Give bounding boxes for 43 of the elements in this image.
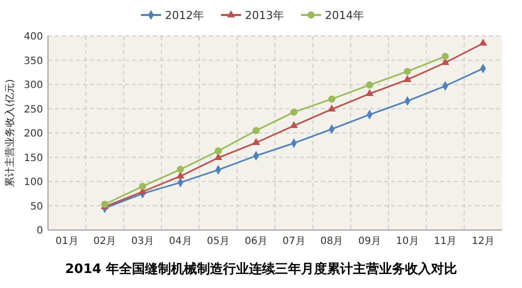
y-tick-label: 50 <box>30 201 43 212</box>
y-tick-label: 350 <box>24 56 43 67</box>
x-tick-label: 02月 <box>93 236 116 247</box>
point <box>214 153 222 160</box>
legend-label: 2014年 <box>325 8 364 22</box>
x-tick-label: 10月 <box>396 236 419 247</box>
point <box>139 182 146 190</box>
point <box>328 104 336 112</box>
x-tick-label: 06月 <box>244 236 268 247</box>
point <box>404 68 411 75</box>
y-axis-title: 累计主营业务收入(亿元) <box>4 79 16 187</box>
y-tick-label: 200 <box>24 128 43 140</box>
x-tick-label: 12月 <box>472 236 494 247</box>
point <box>479 38 488 46</box>
point <box>252 138 260 146</box>
point <box>176 166 184 173</box>
x-tick-label: 08月 <box>320 236 344 247</box>
point <box>176 172 184 178</box>
point <box>290 108 298 116</box>
y-tick-label: 300 <box>24 80 43 91</box>
point <box>252 127 260 134</box>
legend-label: 2013年 <box>245 8 284 22</box>
legend-label: 2012年 <box>165 8 204 22</box>
y-tick-label: 400 <box>24 32 43 42</box>
point <box>214 147 222 155</box>
point <box>328 95 336 103</box>
x-tick-label: 03月 <box>131 236 154 247</box>
x-tick-label: 09月 <box>358 236 381 247</box>
point <box>366 81 374 89</box>
x-tick-label: 05月 <box>206 236 230 247</box>
x-tick-label: 11月 <box>434 236 457 247</box>
point <box>403 75 412 82</box>
point <box>442 52 449 60</box>
x-tick-label: 07月 <box>282 236 306 247</box>
y-tick-label: 0 <box>36 226 43 236</box>
x-tick-label: 01月 <box>56 236 78 247</box>
x-tick-label: 04月 <box>169 236 192 247</box>
point <box>366 89 374 96</box>
y-tick-label: 100 <box>24 177 43 188</box>
text: 2014 年全国缝制机械制造行业连续三年月度累计主营业务收入对比 <box>65 261 457 277</box>
y-tick-label: 150 <box>24 152 43 164</box>
y-tick-label: 250 <box>24 104 43 116</box>
point <box>290 121 298 128</box>
